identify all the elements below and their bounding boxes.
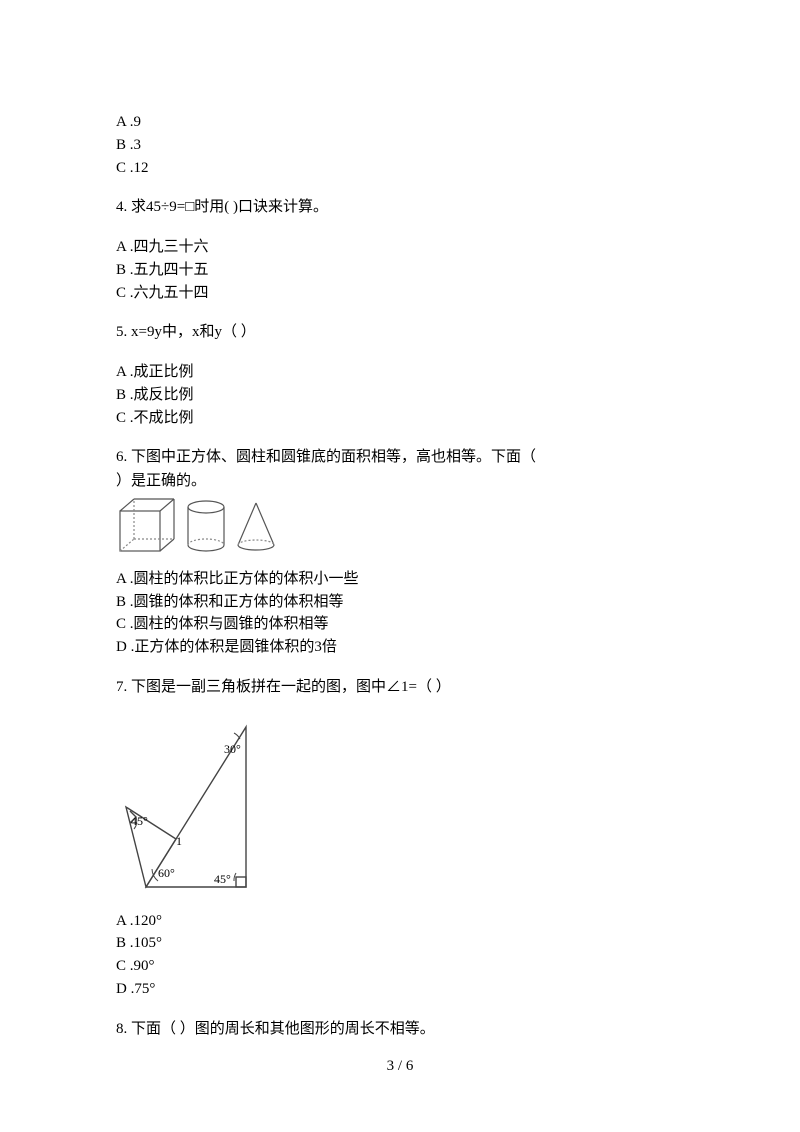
- q5-option-a: A .成正比例: [116, 362, 684, 384]
- q7-option-c: C .90°: [116, 956, 684, 978]
- q6-text-line1: 6. 下图中正方体、圆柱和圆锥底的面积相等，高也相等。下面（: [116, 447, 684, 469]
- q3-option-a: A .9: [116, 112, 684, 134]
- angle-60-label: 60°: [158, 866, 175, 880]
- q7-option-b: B .105°: [116, 933, 684, 955]
- q6-option-b: B .圆锥的体积和正方体的体积相等: [116, 592, 684, 614]
- page-number: 3 / 6: [0, 1056, 800, 1078]
- q4-option-a: A .四九三十六: [116, 237, 684, 259]
- q5-option-c: C .不成比例: [116, 408, 684, 430]
- page-content: A .9 B .3 C .12 4. 求45÷9=□时用( )口诀来计算。 A …: [116, 112, 684, 1040]
- angle-45b-label: 45°: [214, 872, 231, 886]
- q3-option-c: C .12: [116, 158, 684, 180]
- q6-option-d: D .正方体的体积是圆锥体积的3倍: [116, 637, 684, 659]
- q5-text: 5. x=9y中，x和y（ ）: [116, 322, 684, 344]
- q5-option-b: B .成反比例: [116, 385, 684, 407]
- q6-shapes-diagram: [116, 497, 684, 555]
- q3-option-b: B .3: [116, 135, 684, 157]
- q8-text: 8. 下面（ ）图的周长和其他图形的周长不相等。: [116, 1019, 684, 1041]
- angle-45a-label: 45°: [131, 814, 148, 828]
- q6-option-a: A .圆柱的体积比正方体的体积小一些: [116, 569, 684, 591]
- q4-text: 4. 求45÷9=□时用( )口诀来计算。: [116, 197, 684, 219]
- q4-option-b: B .五九四十五: [116, 260, 684, 282]
- q7-triangle-diagram: 30° 45° 1 60° 45°: [116, 717, 684, 897]
- angle-30-label: 30°: [224, 742, 241, 756]
- q7-option-d: D .75°: [116, 979, 684, 1001]
- q7-text: 7. 下图是一副三角板拼在一起的图，图中∠1=（ ）: [116, 677, 684, 699]
- q7-option-a: A .120°: [116, 911, 684, 933]
- q6-text-line2: ）是正确的。: [116, 471, 684, 493]
- q4-option-c: C .六九五十四: [116, 283, 684, 305]
- q6-option-c: C .圆柱的体积与圆锥的体积相等: [116, 614, 684, 636]
- angle-1-label: 1: [176, 834, 182, 848]
